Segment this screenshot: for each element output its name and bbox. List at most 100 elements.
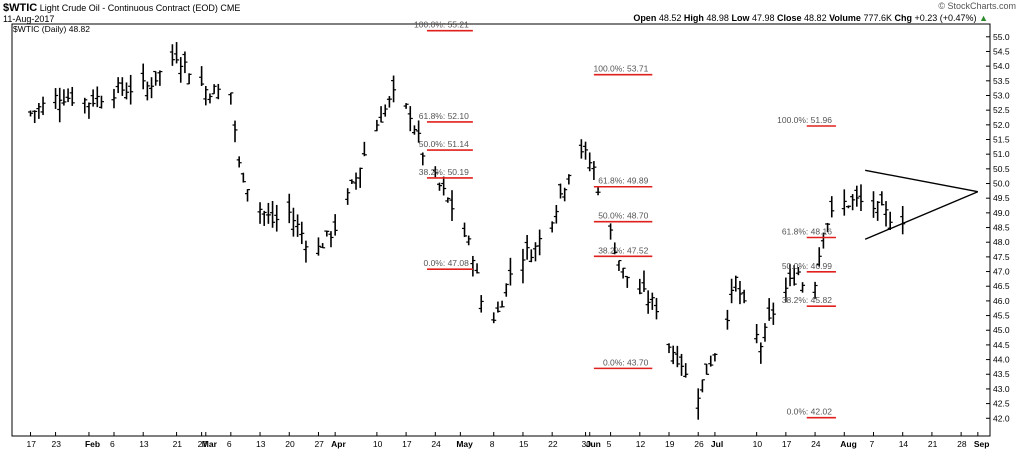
y-tick-label: 51.5 xyxy=(993,135,1010,145)
x-tick-label: 30 xyxy=(582,439,592,449)
chg-label: Chg xyxy=(894,13,913,23)
x-tick-label: 19 xyxy=(665,439,675,449)
x-tick-label: 24 xyxy=(431,439,441,449)
chart-date: 11-Aug-2017 xyxy=(3,14,55,24)
x-tick-label: 21 xyxy=(173,439,183,449)
y-tick-label: 48.5 xyxy=(993,223,1010,233)
y-axis: 42.0 42.5 43.0 43.5 44.0 44.5 45.0 45.5 46.0 46.5… xyxy=(986,32,1010,423)
y-tick-label: 42.0 xyxy=(993,413,1010,423)
high-label: High xyxy=(683,13,704,23)
y-tick-label: 51.0 xyxy=(993,149,1010,159)
x-tick-label: 17 xyxy=(782,439,792,449)
fib-label: 38.2%: 45.82 xyxy=(782,295,832,305)
x-tick-label: 23 xyxy=(52,439,62,449)
fib-label: 100.0%: 55.21 xyxy=(414,20,469,30)
low-value: 47.98 xyxy=(751,13,775,23)
x-tick-label: 6 xyxy=(227,439,232,449)
x-tick-label: 6 xyxy=(110,439,115,449)
watermark: © StockCharts.com xyxy=(938,1,1016,11)
x-tick-label: 24 xyxy=(811,439,821,449)
y-tick-label: 53.0 xyxy=(993,90,1010,100)
y-tick-label: 43.0 xyxy=(993,384,1010,394)
volume-value: 777.6K xyxy=(863,13,892,23)
y-tick-label: 54.5 xyxy=(993,46,1010,56)
triangle-pattern xyxy=(864,169,979,240)
x-tick-label: 15 xyxy=(519,439,529,449)
x-tick-label: 27 xyxy=(198,439,208,449)
chart-header: $WTIC Light Crude Oil - Continuous Contr… xyxy=(3,2,240,14)
y-tick-label: 49.0 xyxy=(993,208,1010,218)
x-tick-label: Sep xyxy=(974,439,990,449)
x-tick-label: 14 xyxy=(899,439,909,449)
y-tick-label: 49.5 xyxy=(993,193,1010,203)
triangle-lower-line xyxy=(864,191,979,240)
chg-value: +0.23 (+0.47%) xyxy=(914,13,977,23)
fib-label: 61.8%: 49.89 xyxy=(598,176,648,186)
volume-label: Volume xyxy=(829,13,861,23)
x-tick-label: 27 xyxy=(314,439,324,449)
x-tick-label: 10 xyxy=(753,439,763,449)
y-tick-label: 44.5 xyxy=(993,340,1010,350)
fib-label: 100.0%: 51.96 xyxy=(777,115,832,125)
description: Light Crude Oil - Continuous Contract (E… xyxy=(39,3,218,13)
fib-label: 0.0%: 47.08 xyxy=(423,258,469,268)
y-tick-label: 52.5 xyxy=(993,105,1010,115)
fib-label: 61.8%: 52.10 xyxy=(419,111,469,121)
y-tick-label: 43.5 xyxy=(993,369,1010,379)
x-tick-label: 22 xyxy=(548,439,558,449)
triangle-upper-line xyxy=(865,169,978,193)
x-tick-label: 7 xyxy=(869,439,874,449)
open-value: 48.52 xyxy=(658,13,682,23)
fib-label: 38.2%: 47.52 xyxy=(598,245,648,255)
close-label: Close xyxy=(777,13,802,23)
y-tick-label: 45.0 xyxy=(993,325,1010,335)
x-tick-label: Jul xyxy=(711,439,723,449)
fib-label: 0.0%: 43.70 xyxy=(603,357,649,367)
y-tick-label: 45.5 xyxy=(993,311,1010,321)
fib-label: 100.0%: 53.71 xyxy=(593,64,648,74)
fib-label: 50.0%: 46.99 xyxy=(782,261,832,271)
x-tick-label: 21 xyxy=(928,439,938,449)
close-value: 48.82 xyxy=(804,13,827,23)
y-tick-label: 46.0 xyxy=(993,296,1010,306)
x-tick-label: Apr xyxy=(331,439,346,449)
x-tick-label: 13 xyxy=(139,439,149,449)
y-tick-label: 42.5 xyxy=(993,399,1010,409)
symbol: $WTIC xyxy=(3,2,38,14)
open-label: Open xyxy=(633,13,657,23)
y-tick-label: 53.5 xyxy=(993,76,1010,86)
fib-label: 50.0%: 48.70 xyxy=(598,211,648,221)
plot-frame xyxy=(11,23,991,437)
x-tick-label: Feb xyxy=(85,439,100,449)
fib-label: 50.0%: 51.14 xyxy=(419,139,469,149)
y-tick-label: 48.0 xyxy=(993,237,1010,247)
x-tick-label: 20 xyxy=(285,439,295,449)
x-tick-label: 13 xyxy=(256,439,266,449)
x-tick-label: 17 xyxy=(402,439,412,449)
exchange: CME xyxy=(220,3,241,13)
x-tick-label: 26 xyxy=(694,439,704,449)
x-tick-label: 10 xyxy=(373,439,383,449)
y-tick-label: 44.0 xyxy=(993,355,1010,365)
fib-label: 61.8%: 48.16 xyxy=(782,227,832,237)
x-tick-label: 5 xyxy=(607,439,612,449)
x-tick-label: 12 xyxy=(636,439,646,449)
x-tick-label: 28 xyxy=(957,439,967,449)
y-tick-label: 50.0 xyxy=(993,179,1010,189)
x-tick-label: Aug xyxy=(840,439,857,449)
fib-levels: 100.0%: 55.21 61.8%: 52.10 50.0%: 51.14 38.… xyxy=(414,20,836,419)
chg-up-icon: ▲ xyxy=(979,13,988,23)
y-tick-label: 50.5 xyxy=(993,164,1010,174)
y-tick-label: 54.0 xyxy=(993,61,1010,71)
x-tick-label: May xyxy=(456,439,473,449)
y-tick-label: 52.0 xyxy=(993,120,1010,130)
y-tick-label: 46.5 xyxy=(993,281,1010,291)
y-tick-label: 47.0 xyxy=(993,267,1010,277)
y-tick-label: 47.5 xyxy=(993,252,1010,262)
fib-label: 38.2%: 50.19 xyxy=(419,167,469,177)
x-tick-label: 17 xyxy=(27,439,37,449)
price-bars xyxy=(28,42,906,420)
x-tick-label: Mar xyxy=(202,439,218,449)
